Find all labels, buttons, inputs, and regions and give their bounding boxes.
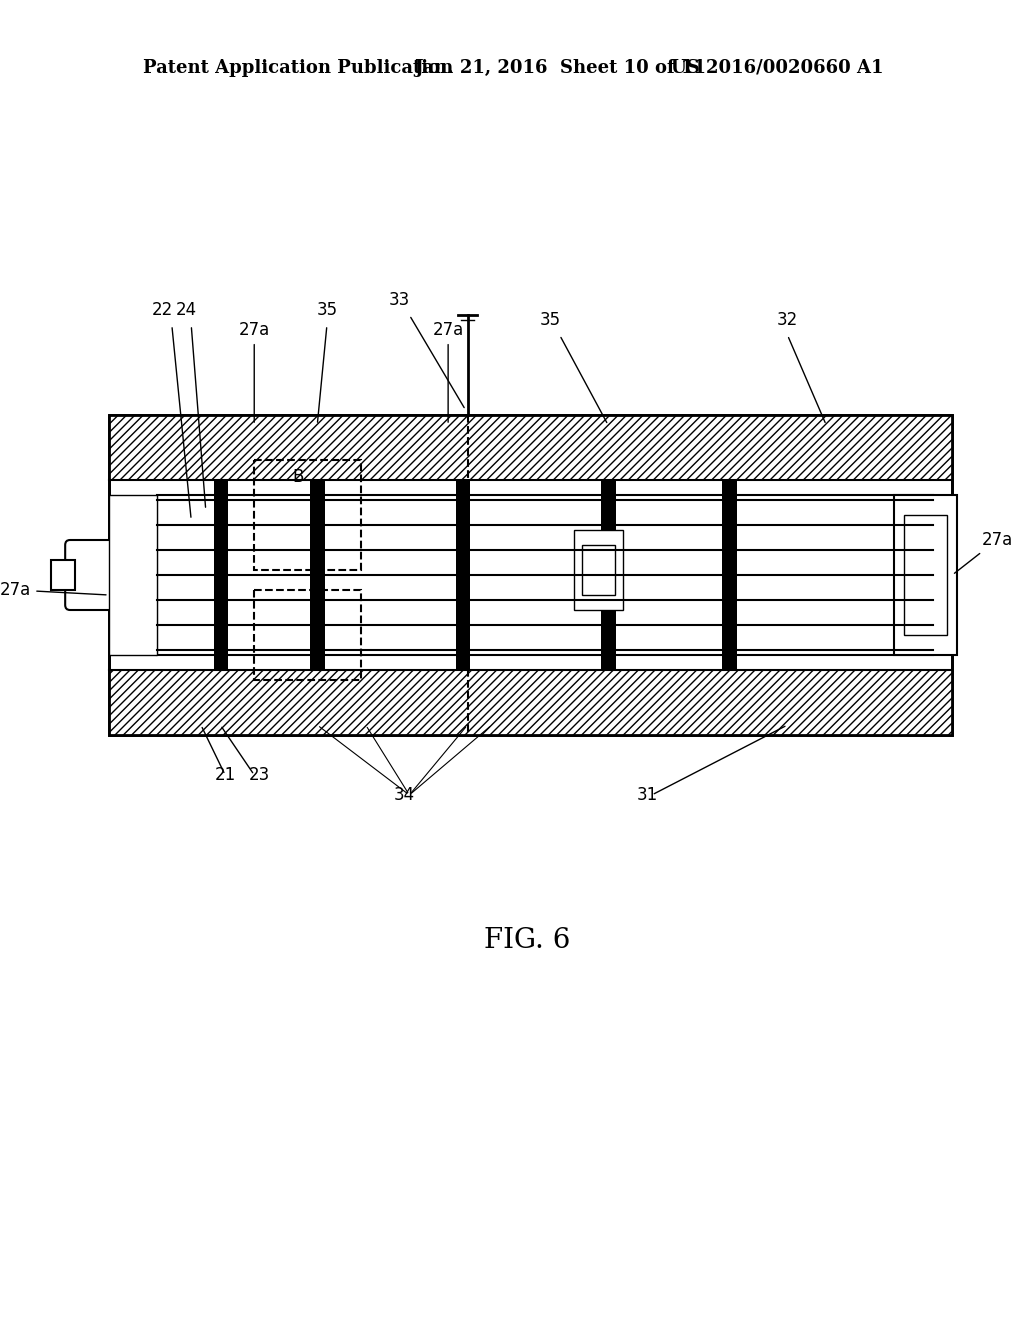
Text: 22: 22 — [152, 301, 173, 319]
Text: US 2016/0020660 A1: US 2016/0020660 A1 — [671, 59, 884, 77]
Text: 27a: 27a — [432, 321, 464, 422]
Bar — [214, 480, 228, 671]
Text: 35: 35 — [316, 301, 338, 319]
Bar — [109, 414, 952, 480]
Bar — [254, 590, 360, 680]
FancyBboxPatch shape — [66, 540, 119, 610]
Bar — [601, 480, 615, 671]
Text: 27a: 27a — [954, 531, 1013, 573]
Text: 31: 31 — [636, 785, 657, 804]
Text: 34: 34 — [394, 785, 415, 804]
Bar — [109, 671, 952, 735]
Text: B: B — [292, 469, 303, 486]
Text: 23: 23 — [249, 766, 269, 784]
Text: FIG. 6: FIG. 6 — [484, 927, 570, 953]
Text: 24: 24 — [176, 301, 197, 319]
Bar — [109, 495, 158, 655]
Bar — [50, 560, 75, 590]
Bar — [254, 459, 360, 570]
Bar — [310, 480, 325, 671]
Text: 27a: 27a — [0, 581, 106, 599]
Bar — [574, 531, 623, 610]
Bar — [109, 414, 952, 480]
Bar — [894, 495, 957, 655]
Text: 32: 32 — [777, 312, 798, 329]
Text: Jan. 21, 2016  Sheet 10 of 11: Jan. 21, 2016 Sheet 10 of 11 — [414, 59, 707, 77]
Text: 21: 21 — [214, 766, 236, 784]
Text: 27a: 27a — [239, 321, 270, 422]
Text: Patent Application Publication: Patent Application Publication — [142, 59, 453, 77]
Bar — [109, 414, 952, 735]
Bar — [158, 495, 933, 655]
Text: 33: 33 — [389, 290, 411, 309]
Bar — [904, 515, 947, 635]
Text: 35: 35 — [540, 312, 560, 329]
Bar — [456, 480, 470, 671]
Bar — [723, 480, 737, 671]
Bar — [109, 414, 952, 735]
Bar — [582, 545, 614, 595]
